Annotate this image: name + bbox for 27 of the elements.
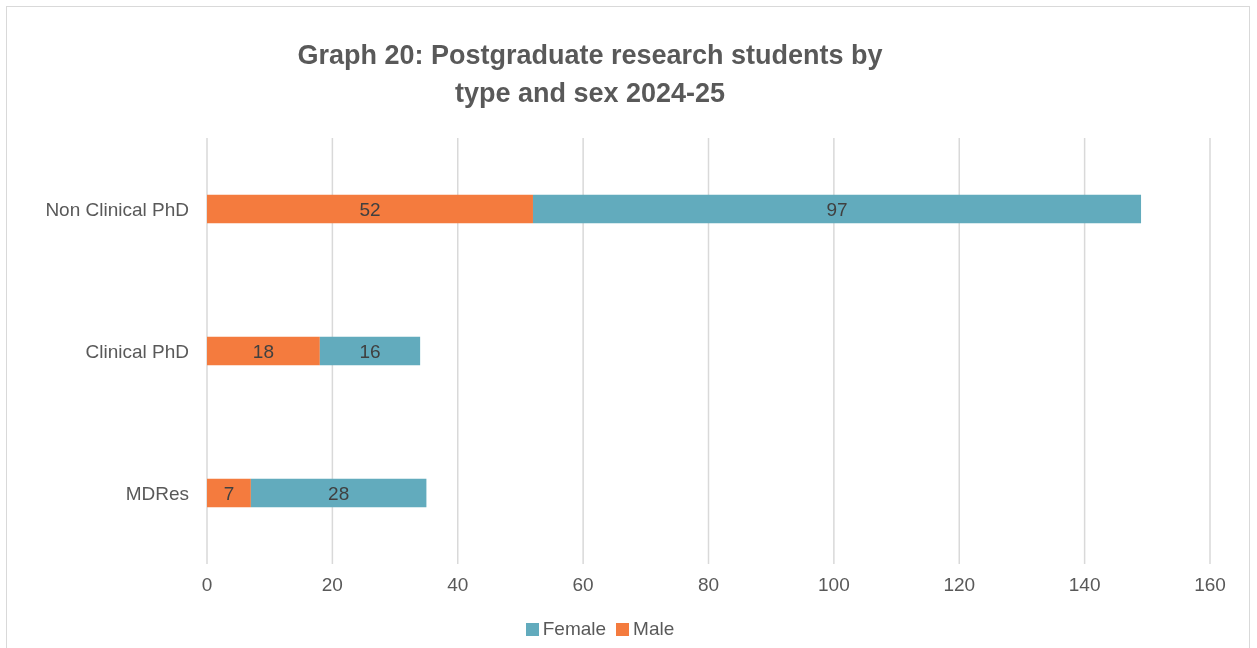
y-tick-label: Clinical PhD <box>85 340 189 362</box>
x-tick-label: 60 <box>572 574 594 596</box>
x-tick-label: 80 <box>697 574 720 596</box>
data-label: 18 <box>252 340 274 362</box>
x-tick-label: 0 <box>201 574 213 596</box>
data-label: 52 <box>359 198 381 220</box>
data-label: 97 <box>826 198 848 220</box>
x-tick-label: 120 <box>943 574 976 596</box>
data-label: 7 <box>223 482 235 504</box>
chart-title: Graph 20: Postgraduate research students by type and sex 2024-25 <box>296 39 884 110</box>
bar <box>532 194 1142 224</box>
bar <box>207 478 251 508</box>
x-tick-label: 20 <box>321 574 343 596</box>
y-tick-label: Non Clinical PhD <box>45 198 189 220</box>
x-tick-label: 40 <box>447 574 469 596</box>
bar <box>207 336 320 366</box>
x-tick-label: 160 <box>1194 574 1226 596</box>
data-label: 28 <box>328 482 350 504</box>
legend-label: Female <box>542 618 607 639</box>
x-tick-label: 140 <box>1068 574 1101 596</box>
x-tick-label: 100 <box>818 574 850 596</box>
bar <box>250 478 427 508</box>
data-label: 16 <box>359 340 381 362</box>
y-tick-label: MDRes <box>125 482 189 504</box>
legend-label: Male <box>633 618 675 639</box>
bar <box>319 336 421 366</box>
bar <box>207 194 533 224</box>
